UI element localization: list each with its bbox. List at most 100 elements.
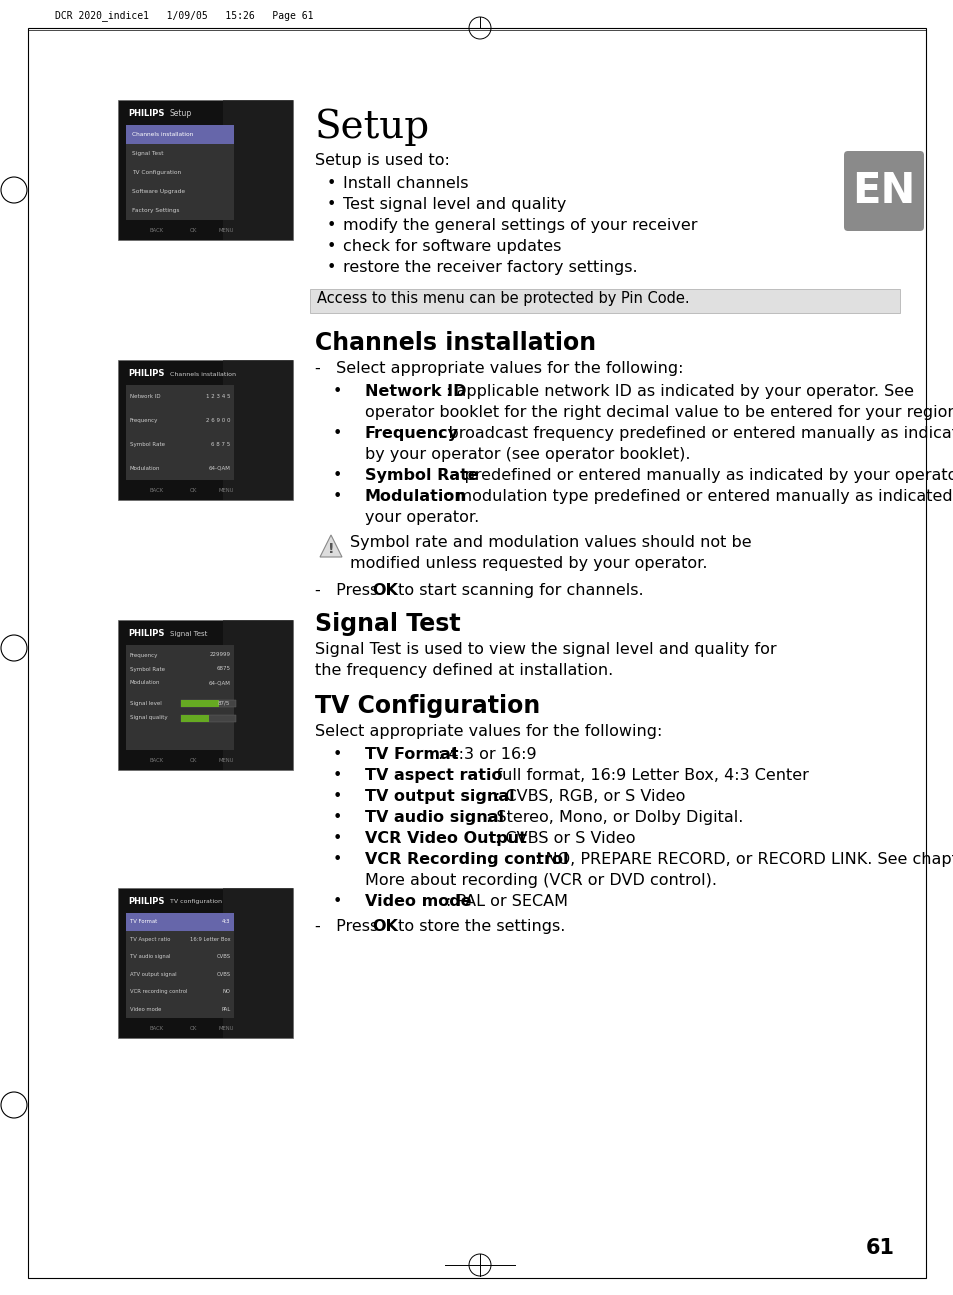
Text: •: • (333, 894, 342, 909)
Text: 6875: 6875 (216, 667, 231, 672)
Text: your operator.: your operator. (365, 510, 478, 524)
Text: Video mode: Video mode (365, 894, 471, 909)
Text: Select appropriate values for the following:: Select appropriate values for the follow… (314, 724, 661, 739)
Text: MENU: MENU (218, 488, 234, 493)
Text: Channels installation: Channels installation (314, 332, 596, 355)
Bar (118, 100, 293, 240)
Text: : 4:3 or 16:9: : 4:3 or 16:9 (437, 747, 536, 761)
Text: Setup: Setup (170, 110, 193, 119)
Text: : PAL or SECAM: : PAL or SECAM (446, 894, 567, 909)
Text: PHILIPS: PHILIPS (128, 629, 164, 638)
Text: : modulation type predefined or entered manually as indicated by: : modulation type predefined or entered … (446, 490, 953, 504)
Text: Modulation: Modulation (130, 680, 160, 685)
Text: Modulation: Modulation (130, 466, 160, 470)
Text: Video mode: Video mode (130, 1006, 161, 1011)
Text: OK: OK (190, 759, 196, 764)
Text: OK: OK (190, 1027, 196, 1032)
Text: -   Press: - Press (314, 919, 383, 934)
Text: Network ID: Network ID (130, 395, 160, 399)
FancyBboxPatch shape (843, 152, 923, 231)
Text: to store the settings.: to store the settings. (393, 919, 565, 934)
Bar (181, 715, 209, 723)
Text: OK: OK (190, 488, 196, 493)
Text: Signal Test: Signal Test (314, 613, 460, 636)
Text: BACK: BACK (150, 228, 163, 233)
Text: Frequency: Frequency (365, 426, 458, 442)
Polygon shape (319, 535, 341, 557)
Bar (126, 913, 234, 1018)
Text: BACK: BACK (150, 488, 163, 493)
Text: : applicable network ID as indicated by your operator. See: : applicable network ID as indicated by … (446, 385, 913, 399)
Text: 2 6 9 0 0: 2 6 9 0 0 (206, 418, 231, 423)
Text: •: • (327, 176, 336, 190)
Text: : full format, 16:9 Letter Box, 4:3 Center: : full format, 16:9 Letter Box, 4:3 Cent… (486, 768, 808, 783)
Bar (126, 385, 234, 480)
Text: Setup: Setup (314, 107, 430, 145)
Text: Test signal level and quality: Test signal level and quality (343, 197, 566, 212)
Text: Channels installation: Channels installation (170, 372, 235, 377)
Text: the frequency defined at installation.: the frequency defined at installation. (314, 663, 613, 679)
Text: Signal quality: Signal quality (130, 716, 168, 720)
Text: VCR Video Output: VCR Video Output (365, 831, 526, 846)
Text: •: • (333, 747, 342, 761)
Text: PAL: PAL (221, 1006, 231, 1011)
Text: : Stereo, Mono, or Dolby Digital.: : Stereo, Mono, or Dolby Digital. (486, 809, 743, 825)
Bar (126, 913, 234, 931)
Text: BACK: BACK (150, 1027, 163, 1032)
Text: : CVBS, RGB, or S Video: : CVBS, RGB, or S Video (494, 789, 684, 804)
Text: 16:9 Letter Box: 16:9 Letter Box (190, 936, 231, 941)
Text: MENU: MENU (218, 1027, 234, 1032)
Text: Install channels: Install channels (343, 176, 468, 190)
Bar (126, 126, 234, 220)
Bar (223, 360, 293, 500)
Bar (126, 645, 234, 750)
Text: OK: OK (372, 919, 397, 934)
Text: BACK: BACK (150, 759, 163, 764)
Text: EN: EN (851, 170, 915, 212)
Bar (118, 620, 293, 771)
Bar (118, 360, 293, 500)
Text: •: • (333, 831, 342, 846)
Text: : NO, PREPARE RECORD, or RECORD LINK. See chapter: : NO, PREPARE RECORD, or RECORD LINK. Se… (535, 852, 953, 866)
Text: operator booklet for the right decimal value to be entered for your region.: operator booklet for the right decimal v… (365, 405, 953, 420)
Text: TV Configuration: TV Configuration (314, 694, 539, 717)
Text: 4:3: 4:3 (222, 919, 231, 925)
Bar (223, 888, 293, 1039)
Bar (181, 701, 219, 707)
Text: •: • (327, 240, 336, 254)
Text: •: • (333, 385, 342, 399)
Text: PHILIPS: PHILIPS (128, 110, 164, 119)
Text: •: • (333, 809, 342, 825)
Text: PHILIPS: PHILIPS (128, 897, 164, 906)
Text: -   Select appropriate values for the following:: - Select appropriate values for the foll… (314, 361, 682, 376)
Text: 87/5: 87/5 (218, 701, 231, 706)
Text: VCR Recording control: VCR Recording control (365, 852, 568, 866)
Text: check for software updates: check for software updates (343, 240, 560, 254)
Text: Signal Test is used to view the signal level and quality for: Signal Test is used to view the signal l… (314, 642, 776, 657)
Text: Signal Test: Signal Test (132, 152, 163, 155)
Text: MENU: MENU (218, 228, 234, 233)
Bar (181, 715, 235, 723)
Text: Signal Test: Signal Test (170, 631, 207, 637)
Bar (310, 289, 899, 313)
Text: •: • (333, 467, 342, 483)
Text: Symbol Rate: Symbol Rate (130, 442, 165, 447)
Text: Setup is used to:: Setup is used to: (314, 153, 450, 168)
Text: Access to this menu can be protected by Pin Code.: Access to this menu can be protected by … (316, 291, 689, 306)
Text: •: • (333, 490, 342, 504)
Text: 6 8 7 5: 6 8 7 5 (211, 442, 231, 447)
Text: MENU: MENU (218, 759, 234, 764)
Bar (223, 620, 293, 771)
Text: Modulation: Modulation (365, 490, 466, 504)
Text: TV configuration: TV configuration (170, 900, 222, 904)
Text: 1 2 3 4 5: 1 2 3 4 5 (206, 395, 231, 399)
Text: : predefined or entered manually as indicated by your operator.: : predefined or entered manually as indi… (454, 467, 953, 483)
Text: Frequency: Frequency (130, 418, 158, 423)
Text: 229999: 229999 (210, 653, 231, 658)
Text: : broadcast frequency predefined or entered manually as indicated: : broadcast frequency predefined or ente… (437, 426, 953, 442)
Text: modify the general settings of your receiver: modify the general settings of your rece… (343, 218, 697, 233)
Text: Factory Settings: Factory Settings (132, 208, 179, 212)
Text: More about recording (VCR or DVD control).: More about recording (VCR or DVD control… (365, 873, 717, 888)
Bar (118, 888, 293, 1039)
Text: •: • (333, 852, 342, 866)
